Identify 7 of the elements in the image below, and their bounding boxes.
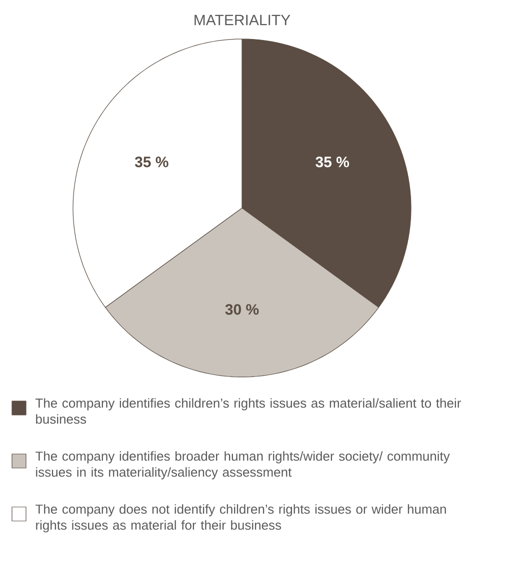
- legend-label: The company identifies broader human rights/wider society/ community issues in its materiality/saliency assessment: [35, 451, 450, 480]
- legend-label: The company identifies children’s rights issues as material/salient to their business: [35, 398, 461, 424]
- data-label: 35 %: [316, 156, 350, 168]
- legend-label: The company does not identify children’s rights issues or wider human rights issues as material for their business: [35, 504, 446, 532]
- data-label: 30 %: [225, 304, 259, 315]
- data-label: 35 %: [134, 156, 168, 168]
- chart-title: MATERIALITY: [194, 14, 290, 26]
